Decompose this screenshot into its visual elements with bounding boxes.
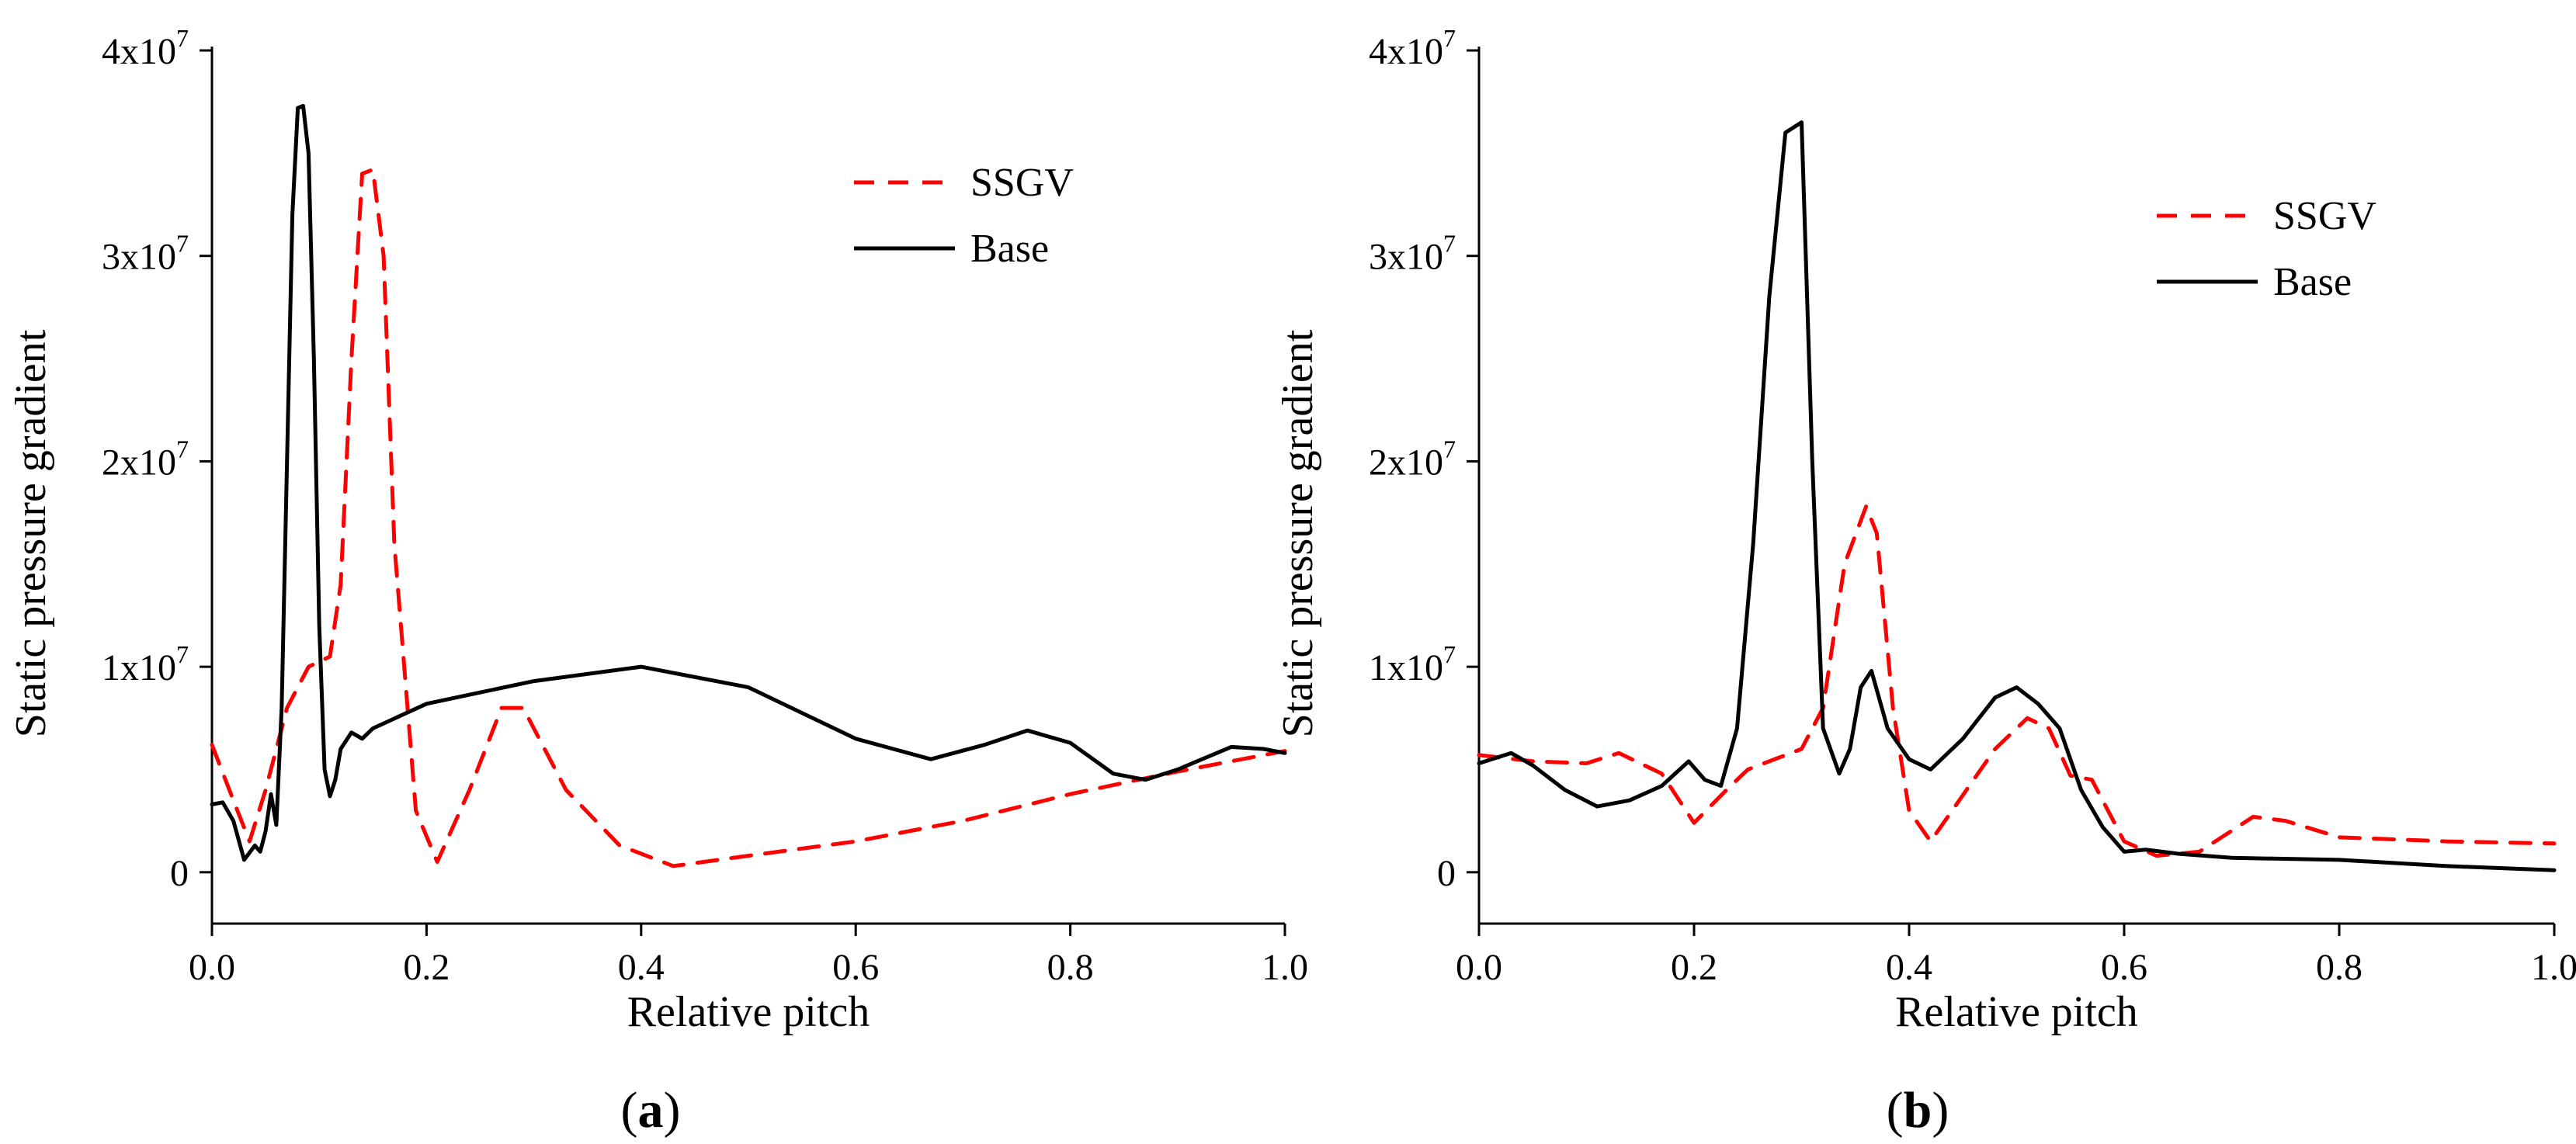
x-tick-label: 1.0 bbox=[2531, 947, 2576, 988]
legend-label-ssgv: SSGV bbox=[970, 161, 1074, 205]
panel-label-part: ( bbox=[621, 1082, 638, 1139]
panel-label: (a) bbox=[621, 1082, 681, 1139]
y-axis-title: Static pressure gradient bbox=[1274, 329, 1322, 737]
y-tick-exponent: 7 bbox=[176, 640, 189, 668]
x-tick-label: 0.4 bbox=[1886, 947, 1932, 988]
panel-label-part: ( bbox=[1887, 1082, 1904, 1139]
x-axis-title: Relative pitch bbox=[627, 988, 870, 1036]
y-axis-title: Static pressure gradient bbox=[7, 329, 55, 737]
chart-panel-b: 0.0 0.2 0.4 0.6 0.8 1.001x1072x1073x1074x107R… bbox=[1274, 24, 2576, 1139]
y-tick-mantissa: 4x10 bbox=[102, 31, 176, 72]
legend-label-ssgv: SSGV bbox=[2273, 194, 2376, 238]
y-tick-mantissa: 1x10 bbox=[102, 647, 176, 688]
y-tick-label: 2x107 bbox=[1369, 435, 1456, 483]
x-tick-label: 1.0 bbox=[1262, 947, 1308, 988]
x-tick-label: 0.8 bbox=[2316, 947, 2362, 988]
y-tick-exponent: 7 bbox=[1443, 230, 1456, 258]
y-tick-mantissa: 1x10 bbox=[1369, 647, 1443, 688]
x-axis-title: Relative pitch bbox=[1895, 988, 2138, 1036]
y-tick-mantissa: 4x10 bbox=[1369, 31, 1443, 72]
x-tick-label: 0.2 bbox=[1671, 947, 1717, 988]
y-tick-mantissa: 2x10 bbox=[102, 442, 176, 483]
y-tick-mantissa: 3x10 bbox=[1369, 237, 1443, 278]
series-line-ssgv bbox=[1477, 504, 2557, 858]
panel-label-part: a bbox=[638, 1082, 664, 1139]
y-tick-label: 1x107 bbox=[1369, 640, 1456, 688]
x-tick-label: 0.0 bbox=[1456, 947, 1502, 988]
x-tick-label: 0.6 bbox=[2101, 947, 2147, 988]
y-tick-label: 2x107 bbox=[102, 435, 189, 483]
y-tick-label: 0 bbox=[170, 853, 189, 894]
x-tick-label: 0.4 bbox=[618, 947, 665, 988]
y-tick-mantissa: 3x10 bbox=[102, 237, 176, 278]
panel-label: (b) bbox=[1887, 1082, 1949, 1139]
x-tick-label: 0.0 bbox=[189, 947, 235, 988]
y-tick-exponent: 7 bbox=[1443, 24, 1456, 52]
panel-label-part: ) bbox=[664, 1082, 681, 1139]
y-tick-exponent: 7 bbox=[176, 435, 189, 463]
x-tick-label: 0.8 bbox=[1047, 947, 1094, 988]
panel-label-part: b bbox=[1904, 1082, 1932, 1139]
y-tick-mantissa: 2x10 bbox=[1369, 442, 1443, 483]
legend-label-base: Base bbox=[2273, 260, 2352, 304]
y-tick-exponent: 7 bbox=[1443, 640, 1456, 668]
legend-label-base: Base bbox=[970, 227, 1049, 271]
y-tick-label: 3x107 bbox=[1369, 230, 1456, 278]
y-tick-label: 3x107 bbox=[102, 230, 189, 278]
y-tick-label: 0 bbox=[1437, 853, 1456, 894]
series-line-base bbox=[1477, 120, 2557, 872]
panel-label-part: ) bbox=[1932, 1082, 1949, 1139]
series-line-ssgv bbox=[210, 168, 1287, 868]
y-tick-exponent: 7 bbox=[176, 24, 189, 52]
y-tick-mantissa: 0 bbox=[1437, 853, 1456, 894]
x-tick-label: 0.6 bbox=[832, 947, 879, 988]
y-tick-label: 4x107 bbox=[102, 24, 189, 72]
y-tick-mantissa: 0 bbox=[170, 853, 189, 894]
y-tick-label: 4x107 bbox=[1369, 24, 1456, 72]
series-line-base bbox=[210, 104, 1287, 862]
y-tick-exponent: 7 bbox=[1443, 435, 1456, 463]
chart-panel-a: 0.0 0.2 0.4 0.6 0.8 1.001x1072x1073x1074x107R… bbox=[7, 24, 1308, 1139]
y-tick-label: 1x107 bbox=[102, 640, 189, 688]
y-tick-exponent: 7 bbox=[176, 230, 189, 258]
x-tick-label: 0.2 bbox=[403, 947, 450, 988]
